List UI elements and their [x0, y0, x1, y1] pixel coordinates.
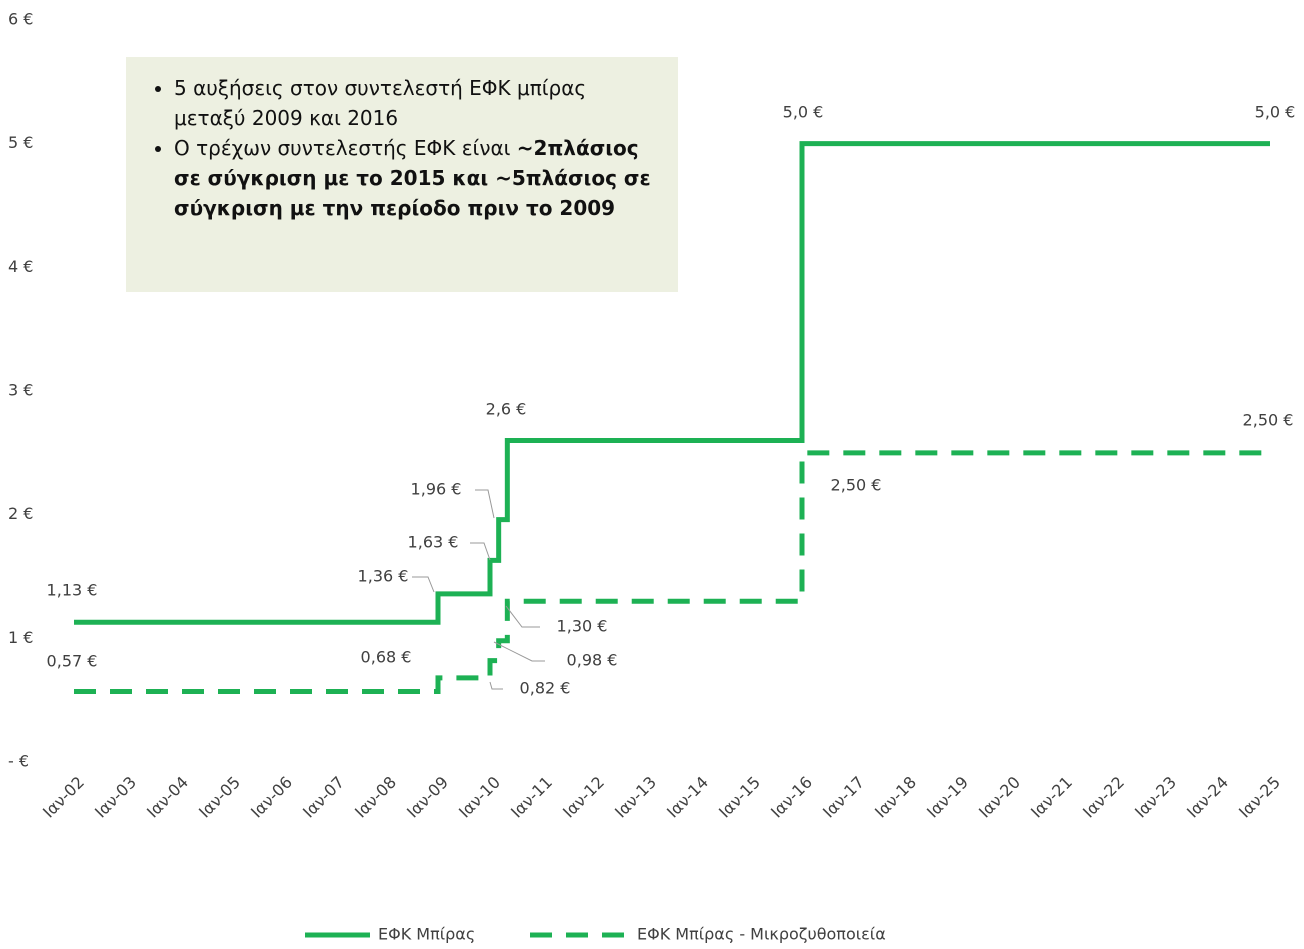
data-label: 5,0 €	[1255, 103, 1296, 122]
x-tick-label: Ιαν-06	[247, 773, 296, 822]
x-tick-label: Ιαν-24	[1183, 773, 1232, 822]
x-tick-label: Ιαν-10	[455, 773, 504, 822]
x-tick-label: Ιαν-02	[39, 773, 88, 822]
bullet-bold: ~2πλάσιος σε σύγκριση με το 2015 και ~5π…	[174, 136, 651, 220]
data-label: 0,98 €	[567, 651, 618, 670]
x-tick-label: Ιαν-15	[715, 773, 764, 822]
leader-line	[493, 641, 545, 662]
annotation-box: 5 αυξήσεις στον συντελεστή ΕΦΚ μπίρας με…	[126, 57, 678, 292]
y-tick-label: 3 €	[8, 381, 33, 400]
x-tick-label: Ιαν-12	[559, 773, 608, 822]
legend-label: ΕΦΚ Μπίρας	[378, 925, 475, 944]
y-tick-label: 4 €	[8, 257, 33, 276]
leader-line	[475, 489, 495, 519]
x-tick-label: Ιαν-19	[923, 773, 972, 822]
leader-line	[470, 542, 491, 561]
x-tick-label: Ιαν-11	[507, 773, 556, 822]
bullet: Ο τρέχων συντελεστής ΕΦΚ είναι ~2πλάσιος…	[174, 133, 658, 223]
data-label: 1,13 €	[47, 581, 98, 600]
x-tick-label: Ιαν-16	[767, 773, 816, 822]
x-tick-label: Ιαν-09	[403, 773, 452, 822]
y-tick-label: 2 €	[8, 504, 33, 523]
data-label: 5,0 €	[783, 103, 824, 122]
series-line	[74, 141, 1270, 625]
bullet-list: 5 αυξήσεις στον συντελεστή ΕΦΚ μπίρας με…	[146, 73, 658, 223]
bullet-text: Ο τρέχων συντελεστής ΕΦΚ είναι	[174, 136, 511, 160]
x-tick-label: Ιαν-04	[143, 773, 192, 822]
leader-line	[505, 605, 540, 628]
x-tick-label: Ιαν-03	[91, 773, 140, 822]
data-label: 0,57 €	[47, 652, 98, 671]
x-tick-label: Ιαν-18	[871, 773, 920, 822]
data-label: 2,6 €	[486, 400, 527, 419]
x-tick-label: Ιαν-07	[299, 773, 348, 822]
x-tick-label: Ιαν-21	[1027, 773, 1076, 822]
data-label: 1,63 €	[408, 533, 459, 552]
data-label: 1,30 €	[557, 617, 608, 636]
data-label: 1,96 €	[411, 480, 462, 499]
x-tick-label: Ιαν-25	[1235, 773, 1284, 822]
x-tick-label: Ιαν-08	[351, 773, 400, 822]
y-tick-label: 6 €	[8, 10, 33, 29]
x-tick-label: Ιαν-22	[1079, 773, 1128, 822]
data-label: 2,50 €	[831, 476, 882, 495]
x-tick-label: Ιαν-23	[1131, 773, 1180, 822]
bullet-text: 5 αυξήσεις στον συντελεστή ΕΦΚ μπίρας με…	[174, 76, 587, 130]
data-label: 1,36 €	[358, 567, 409, 586]
x-tick-label: Ιαν-20	[975, 773, 1024, 822]
x-tick-label: Ιαν-13	[611, 773, 660, 822]
y-tick-label: 1 €	[8, 628, 33, 647]
series-line	[74, 450, 1270, 695]
data-label: 0,68 €	[361, 648, 412, 667]
legend-label: ΕΦΚ Μπίρας - Μικροζυθοποιεία	[637, 925, 886, 944]
bullet: 5 αυξήσεις στον συντελεστή ΕΦΚ μπίρας με…	[174, 73, 658, 133]
y-tick-label: 5 €	[8, 133, 33, 152]
x-tick-label: Ιαν-05	[195, 773, 244, 822]
data-label: 2,50 €	[1243, 411, 1294, 430]
leader-line	[489, 681, 503, 690]
y-tick-label: - €	[8, 752, 29, 771]
x-tick-label: Ιαν-14	[663, 773, 712, 822]
data-label: 0,82 €	[520, 679, 571, 698]
x-tick-label: Ιαν-17	[819, 773, 868, 822]
leader-line	[412, 576, 435, 593]
